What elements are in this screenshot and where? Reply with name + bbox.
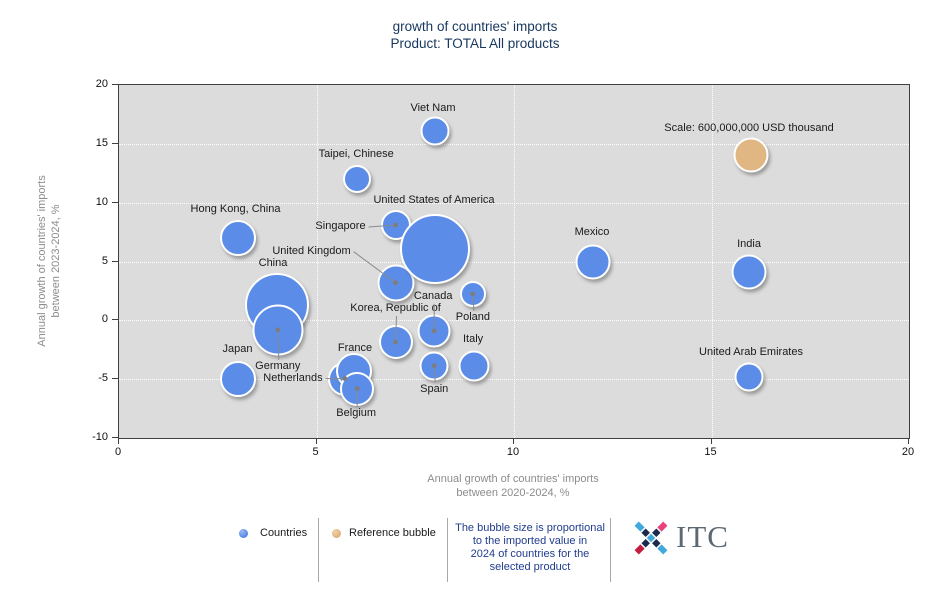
- y-tick-mark: [112, 437, 118, 438]
- y-tick-label-5: 5: [101, 254, 108, 267]
- x-tick-label-10: 10: [506, 446, 520, 458]
- bubble-label-france: France: [337, 341, 373, 354]
- bubble-canada[interactable]: [417, 314, 451, 348]
- y-tick-mark: [112, 142, 118, 144]
- x-tick-label-20: 20: [901, 446, 915, 458]
- legend-divider: [610, 518, 611, 582]
- bubble-label-korea-republic-of: Korea, Republic of: [350, 302, 441, 315]
- legend-countries-dot-icon: [239, 529, 248, 538]
- y-tick-label--10: -10: [92, 431, 108, 443]
- y-axis-title-line1: Annual growth of countries' imports: [36, 175, 48, 347]
- y-tick-label--5: -5: [98, 372, 108, 385]
- gridline-y-10: [119, 202, 909, 204]
- bubble-spain[interactable]: [419, 351, 449, 381]
- bubble-label-united-arab-emirates: United Arab Emirates: [699, 345, 803, 358]
- x-tick-mark: [315, 438, 317, 444]
- itc-logo: ITC: [630, 517, 750, 565]
- plot-area: China Germany Hong Kong, China Japan Netherl…: [118, 84, 910, 439]
- bubble-korea-republic-of[interactable]: [378, 325, 413, 360]
- x-axis-title-line2: between 2020-2024, %: [456, 487, 570, 499]
- bubble-india[interactable]: [731, 254, 767, 290]
- y-tick-label-10: 10: [95, 195, 108, 208]
- bubble-label-poland: Poland: [455, 310, 491, 323]
- bubble-reference[interactable]: [733, 137, 769, 173]
- bubble-label-viet-nam: Viet Nam: [410, 101, 456, 114]
- bubble-label-canada: Canada: [413, 289, 453, 302]
- y-tick-label-15: 15: [95, 136, 108, 149]
- x-tick-mark: [908, 438, 909, 444]
- y-tick-mark: [112, 201, 118, 203]
- bubble-label-spain: Spain: [420, 382, 449, 395]
- bubble-hong-kong-china[interactable]: [219, 219, 256, 256]
- x-tick-mark: [513, 438, 514, 444]
- bubble-belgium[interactable]: [340, 371, 375, 406]
- x-tick-label-0: 0: [114, 446, 122, 458]
- bubble-label-japan: Japan: [222, 343, 253, 356]
- bubble-germany[interactable]: [252, 304, 304, 356]
- bubble-label-united-states-of-america: United States of America: [373, 193, 495, 206]
- bubble-label-italy: Italy: [463, 332, 484, 345]
- itc-logo-text: ITC: [676, 519, 729, 554]
- x-tick-label-15: 15: [704, 446, 717, 458]
- bubble-viet-nam[interactable]: [420, 116, 450, 146]
- y-tick-mark: [112, 260, 118, 262]
- chart-title-line2: Product: TOTAL All products: [390, 36, 560, 51]
- x-axis-title-line1: Annual growth of countries' imports: [427, 473, 599, 485]
- bubble-mexico[interactable]: [575, 244, 611, 279]
- legend-note-line1: The bubble size is proportional: [455, 522, 605, 534]
- bubble-poland[interactable]: [459, 280, 486, 307]
- bubble-taipei-chinese[interactable]: [343, 165, 372, 194]
- legend-note-line3: 2024 of countries for the: [470, 548, 590, 560]
- bubble-label-belgium: Belgium: [336, 406, 377, 419]
- bubble-italy[interactable]: [458, 350, 490, 382]
- bubble-label-mexico: Mexico: [574, 225, 610, 238]
- gridline-y-15: [119, 143, 909, 145]
- itc-pinwheel-icon: [634, 521, 668, 555]
- chart-title-line1: growth of countries' imports: [392, 19, 558, 34]
- bubble-label-netherlands: Netherlands: [263, 371, 323, 384]
- bubble-label-taipei-chinese: Taipei, Chinese: [318, 148, 394, 161]
- x-tick-mark: [118, 438, 119, 444]
- x-tick-label-5: 5: [312, 446, 319, 458]
- bubble-label-hong-kong-china: Hong Kong, China: [190, 202, 281, 215]
- y-axis-title: Annual growth of countries' imports betw…: [35, 99, 65, 423]
- y-tick-mark: [112, 84, 118, 85]
- legend-divider: [447, 518, 448, 582]
- bubble-united-arab-emirates[interactable]: [734, 362, 764, 392]
- bubble-label-united-kingdom: United Kingdom: [272, 244, 351, 257]
- x-axis-title: Annual growth of countries' imports betw…: [118, 472, 908, 500]
- legend-countries-label: Countries: [260, 527, 308, 539]
- bubble-label-china: China: [258, 257, 288, 270]
- gridline-y-5: [119, 261, 909, 263]
- bubble-united-states-of-america[interactable]: [400, 213, 470, 284]
- legend-reference-label: Reference bubble: [349, 527, 436, 539]
- y-tick-label-20: 20: [95, 78, 108, 90]
- y-axis-title-line2: between 2023-2024, %: [50, 204, 62, 318]
- chart-title: growth of countries' imports Product: TO…: [0, 18, 950, 52]
- gridline-y-0: [119, 320, 909, 322]
- x-tick-mark: [710, 438, 712, 444]
- gridline-y--5: [119, 379, 909, 381]
- y-tick-mark: [112, 319, 118, 321]
- bubble-label-singapore: Singapore: [315, 220, 366, 233]
- y-tick-label-0: 0: [101, 313, 108, 326]
- bubble-label-germany: Germany: [255, 359, 301, 372]
- legend-note: The bubble size is proportional to the i…: [451, 522, 609, 574]
- bubble-label-india: India: [737, 238, 761, 251]
- legend-note-line4: selected product: [489, 561, 571, 573]
- legend-reference-dot-icon: [332, 529, 341, 538]
- legend-note-line2: to the imported value in: [472, 535, 588, 547]
- bubble-label-reference: Scale: 600,000,000 USD thousand: [664, 122, 834, 134]
- y-tick-mark: [112, 378, 118, 380]
- bubble-japan[interactable]: [219, 361, 256, 398]
- legend-divider: [318, 518, 319, 582]
